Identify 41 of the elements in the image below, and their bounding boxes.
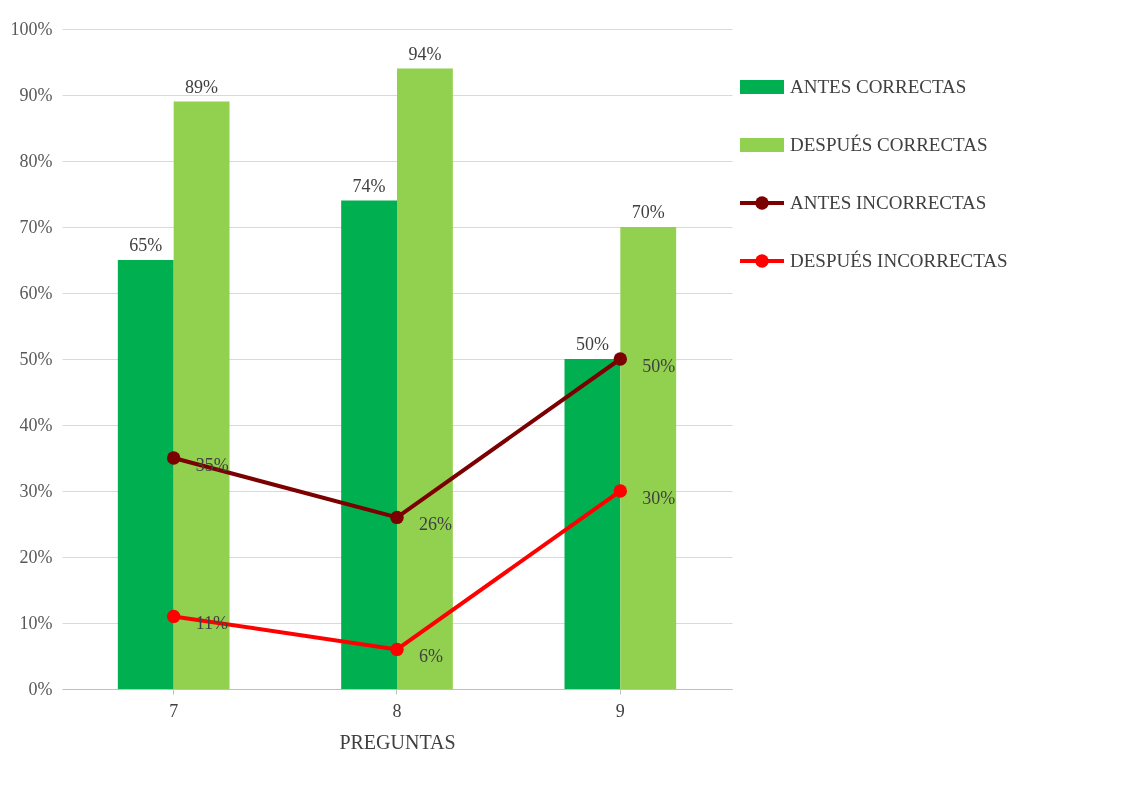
bar [397,68,453,689]
point [613,352,628,366]
x-tick-label: 7 [169,700,179,721]
data-label: 50% [642,356,676,376]
x-tick-label: 9 [615,700,625,721]
point [390,642,404,657]
y-tick-label: 90% [19,84,53,105]
legend-label: DESPUÉS CORRECTAS [790,134,988,155]
y-tick-label: 50% [19,348,53,369]
point [166,451,181,465]
data-label: 26% [419,514,452,535]
data-label: 30% [642,488,676,508]
bar [173,101,230,689]
y-tick-label: 10% [19,612,53,633]
y-tick-label: 20% [19,546,53,567]
x-axis-title: PREGUNTAS [339,730,456,753]
data-label: 94% [408,43,442,64]
bar [117,260,174,689]
y-tick-label: 40% [19,414,53,435]
data-label: 70% [631,202,665,222]
bar [620,227,677,689]
y-tick-label: 60% [19,282,53,303]
point [390,510,404,525]
y-tick-label: 70% [19,216,53,237]
bar [341,200,397,689]
x-tick-label: 8 [392,700,402,721]
data-label: 50% [575,334,609,354]
data-label: 74% [352,175,386,196]
y-tick-label: 0% [28,678,53,699]
y-tick-label: 100% [10,18,53,39]
point [166,609,181,624]
legend-label: ANTES INCORRECTAS [790,192,987,213]
bar [564,359,621,689]
point [613,484,628,498]
data-label: 89% [185,76,219,97]
y-tick-label: 30% [19,480,53,501]
data-label: 6% [419,646,443,667]
legend-label: DESPUÉS INCORRECTAS [790,250,1008,271]
data-label: 65% [129,235,163,255]
legend-label: ANTES CORRECTAS [790,76,967,97]
y-tick-label: 80% [19,150,53,171]
